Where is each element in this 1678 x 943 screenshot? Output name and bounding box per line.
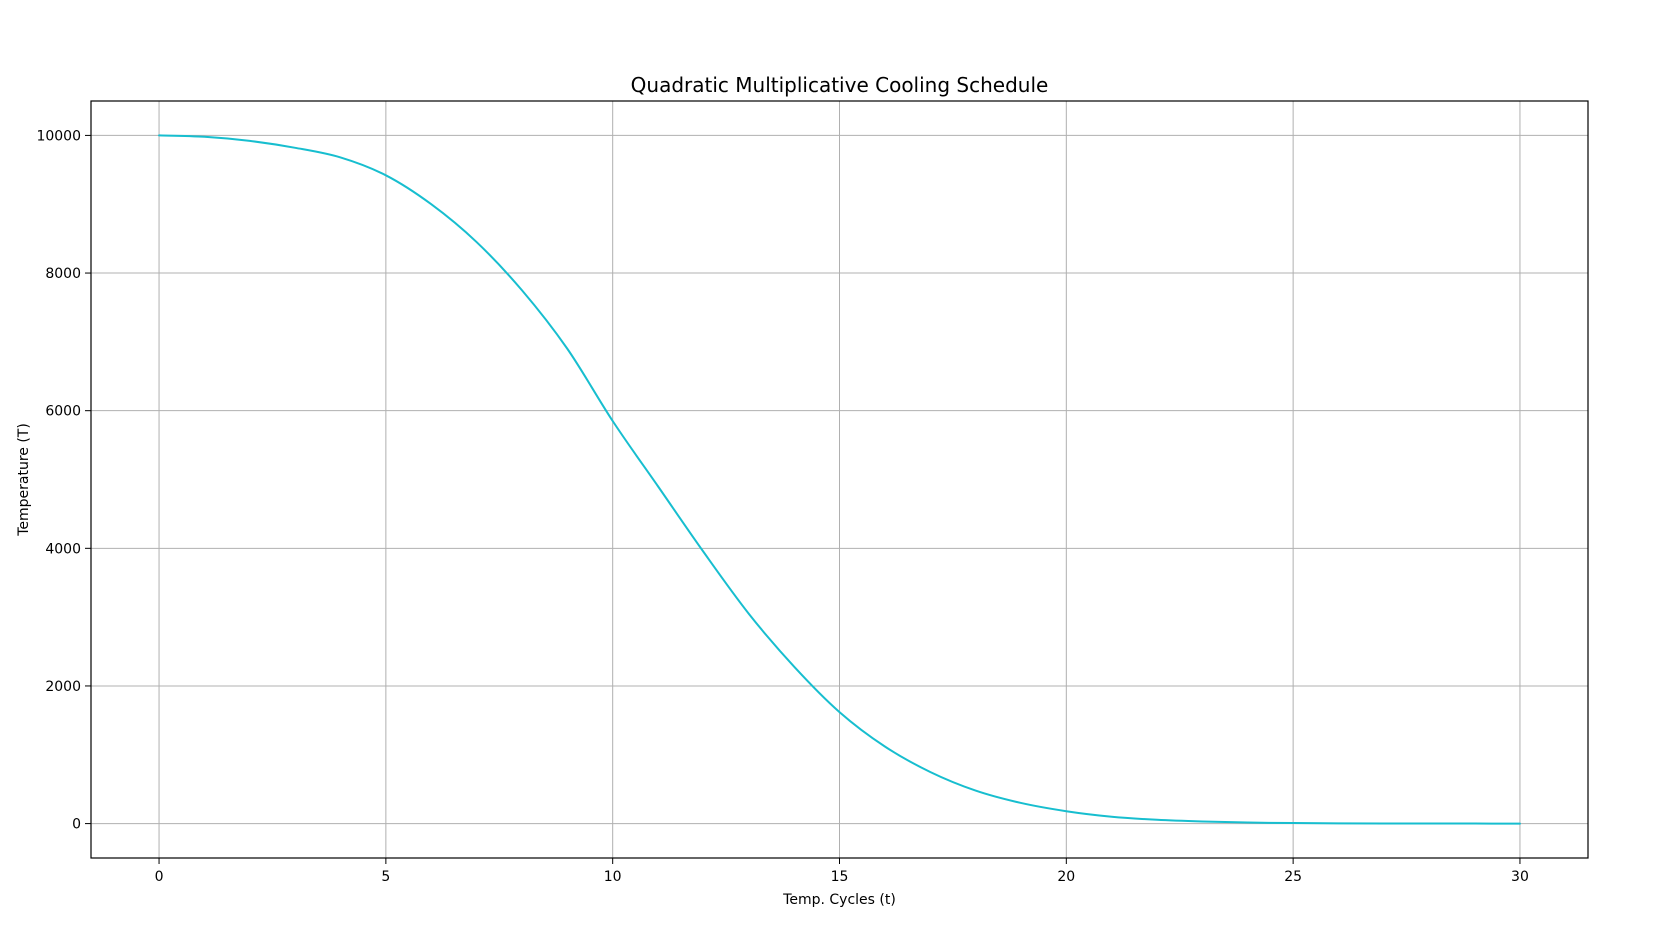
x-tick-label: 25 (1284, 869, 1302, 885)
y-tick-label: 10000 (36, 128, 81, 144)
x-tick-label: 0 (155, 869, 164, 885)
chart-title: Quadratic Multiplicative Cooling Schedul… (631, 73, 1049, 97)
x-tick-label: 20 (1057, 869, 1075, 885)
x-tick-label: 5 (381, 869, 390, 885)
x-tick-label: 15 (831, 869, 849, 885)
y-tick-label: 6000 (45, 404, 81, 420)
y-tick-label: 8000 (45, 266, 81, 282)
grid (91, 101, 1588, 858)
x-axis-label: Temp. Cycles (t) (782, 892, 896, 908)
y-tick-label: 4000 (45, 541, 81, 557)
x-tick-label: 10 (604, 869, 622, 885)
y-tick-label: 0 (72, 817, 81, 833)
x-tick-label: 30 (1511, 869, 1529, 885)
series-line-0 (158, 134, 1521, 825)
x-axis-ticks: 0 5 10 15 20 25 30 (155, 858, 1529, 885)
series-layer (158, 134, 1521, 825)
y-axis-label: Temperature (T) (16, 423, 32, 537)
y-tick-label: 2000 (45, 679, 81, 695)
y-axis-ticks: 0 2000 4000 6000 8000 10000 (36, 128, 91, 833)
